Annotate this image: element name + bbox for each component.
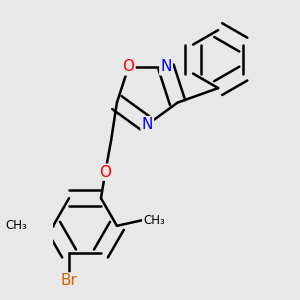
Text: Br: Br — [61, 274, 77, 289]
Text: N: N — [160, 59, 172, 74]
Text: O: O — [122, 59, 134, 74]
Text: N: N — [142, 117, 153, 132]
Text: O: O — [99, 165, 111, 180]
Text: CH₃: CH₃ — [5, 219, 27, 232]
Text: CH₃: CH₃ — [143, 214, 165, 226]
